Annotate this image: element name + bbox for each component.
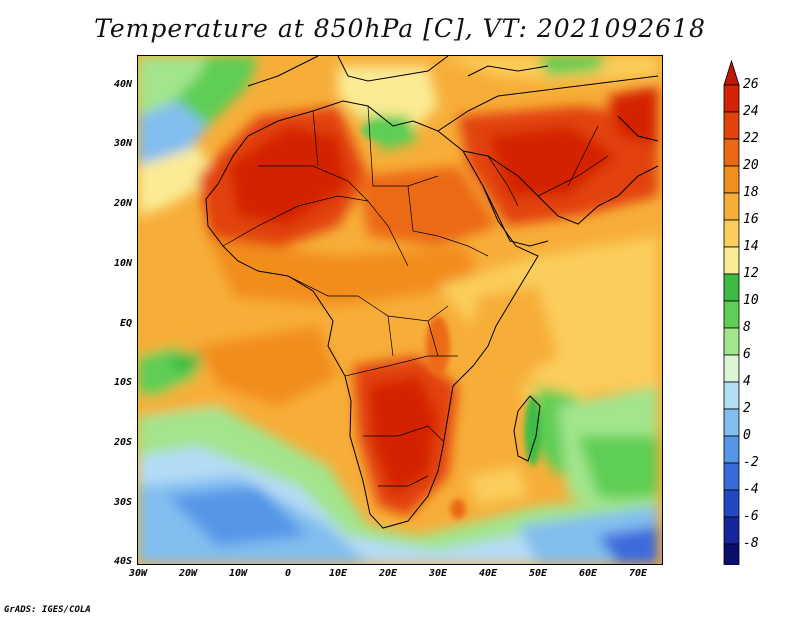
lon-label-40e: 40E <box>478 568 498 579</box>
country-borders <box>222 105 609 487</box>
colorbar-segment <box>723 462 740 491</box>
coastlines <box>205 56 659 529</box>
colorbar-segment <box>723 192 740 221</box>
lon-label-10w: 10W <box>228 568 248 579</box>
colorbar-label: 16 <box>743 212 759 227</box>
lat-label-40s: 40S <box>113 556 132 567</box>
colorbar-label: 12 <box>743 266 759 281</box>
footer-credit: GrADS: IGES/COLA <box>4 605 91 615</box>
colorbar-label: 10 <box>743 293 759 308</box>
lat-label-20s: 20S <box>113 437 132 448</box>
colorbar-segment <box>723 543 740 565</box>
colorbar-segment <box>723 354 740 383</box>
colorbar-segment <box>723 165 740 194</box>
temperature-map <box>137 55 663 565</box>
colorbar-label: 2 <box>743 401 751 416</box>
colorbar-label: 22 <box>743 131 759 146</box>
colorbar-segment <box>723 435 740 464</box>
colorbar-label: 6 <box>743 347 751 362</box>
lon-label-20w: 20W <box>178 568 198 579</box>
colorbar-segment <box>723 273 740 302</box>
lat-label-20n: 20N <box>113 198 132 209</box>
lat-label-30s: 30S <box>113 497 132 508</box>
colorbar-segment <box>723 246 740 275</box>
colorbar-label: 20 <box>743 158 759 173</box>
colorbar-label: 0 <box>743 428 751 443</box>
colorbar-segment <box>723 84 740 113</box>
lon-label-50e: 50E <box>528 568 548 579</box>
colorbar-segment <box>723 327 740 356</box>
lon-label-30w: 30W <box>128 568 148 579</box>
map-fields-svg <box>138 56 662 564</box>
colorbar-label: 24 <box>743 104 759 119</box>
colorbar-segment <box>723 300 740 329</box>
lat-label-40n: 40N <box>113 79 132 90</box>
colorbar-over-triangle <box>723 59 740 86</box>
lat-label-10n: 10N <box>113 258 132 269</box>
colorbar-segment <box>723 219 740 248</box>
colorbar-segment <box>723 111 740 140</box>
lon-label-10e: 10E <box>328 568 348 579</box>
lon-label-0: 0 <box>284 568 292 579</box>
colorbar-label: -8 <box>743 536 759 551</box>
lon-label-20e: 20E <box>378 568 398 579</box>
lon-label-60e: 60E <box>578 568 598 579</box>
colorbar-label: 14 <box>743 239 759 254</box>
colorbar <box>723 59 740 565</box>
lat-label-10s: 10S <box>113 377 132 388</box>
colorbar-segment <box>723 516 740 545</box>
colorbar-label: -2 <box>743 455 759 470</box>
plot-title: Temperature at 850hPa [C], VT: 202109261… <box>94 14 706 43</box>
colorbar-segment <box>723 381 740 410</box>
colorbar-label: 18 <box>743 185 759 200</box>
lat-label-eq: EQ <box>119 318 132 329</box>
colorbar-label: -4 <box>743 482 759 497</box>
colorbar-segment <box>723 489 740 518</box>
colorbar-label: 8 <box>743 320 751 335</box>
colorbar-segment <box>723 408 740 437</box>
lon-label-30e: 30E <box>428 568 448 579</box>
colorbar-label: -6 <box>743 509 759 524</box>
fine-features <box>361 122 541 519</box>
lat-label-30n: 30N <box>113 138 132 149</box>
colorbar-label: 4 <box>743 374 751 389</box>
colorbar-segment <box>723 138 740 167</box>
colorbar-label: 26 <box>743 77 759 92</box>
lon-label-70e: 70E <box>628 568 648 579</box>
